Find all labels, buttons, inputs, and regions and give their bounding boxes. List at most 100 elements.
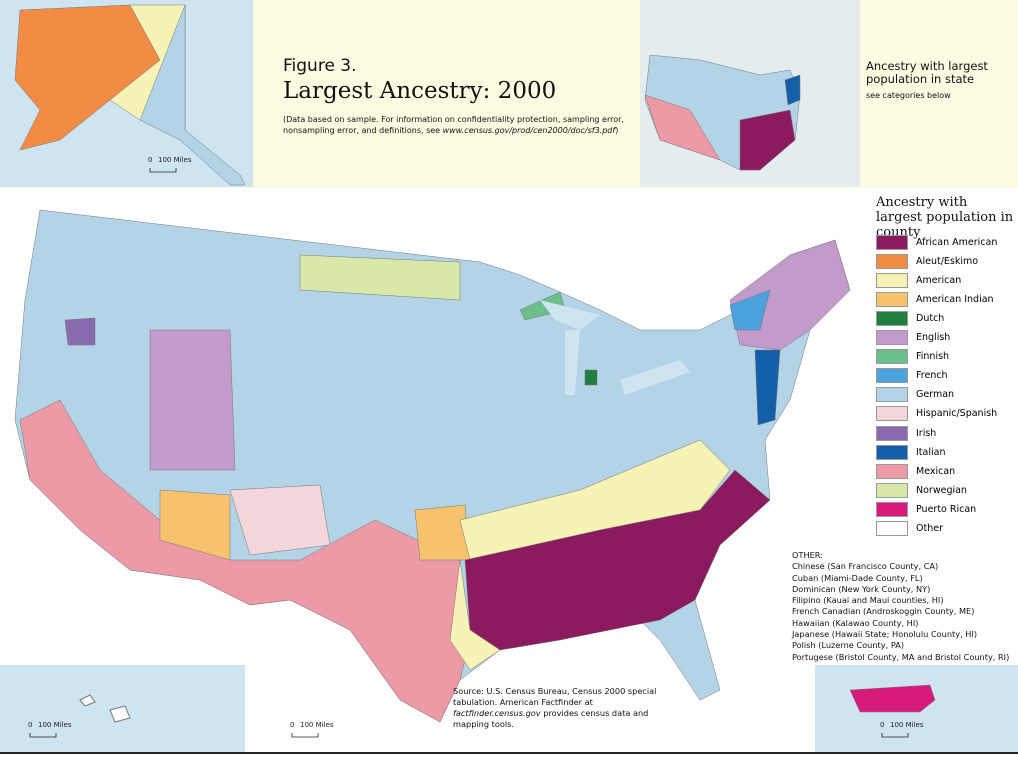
legend-swatch (876, 310, 908, 326)
other-item: Filipino (Kauai and Maui counties, HI) (792, 595, 944, 606)
legend-item: African American (876, 234, 997, 250)
other-item: French Canadian (Androskoggin County, ME… (792, 606, 975, 617)
legend-label: African American (916, 236, 998, 248)
legend-label: Hispanic/Spanish (916, 408, 998, 420)
legend-label: Italian (916, 446, 946, 458)
scale-label: 100 Miles (158, 156, 192, 164)
note-text: (Data based on sample. For information o… (283, 115, 624, 135)
legend-swatch (876, 444, 908, 460)
inset-southeast (739, 109, 796, 171)
legend-swatch (876, 521, 908, 536)
region-english (149, 329, 236, 471)
legend-item: French (876, 368, 948, 384)
scale-zero: 0 (28, 721, 33, 729)
figure-title: Largest Ancestry: 2000 (283, 78, 557, 104)
region-irish (64, 317, 96, 346)
legend-item: Aleut/Eskimo (876, 253, 978, 269)
legend-swatch (876, 425, 908, 441)
figure-note: (Data based on sample. For information o… (283, 114, 633, 136)
scale-label: 100 Miles (38, 721, 72, 729)
legend-item: Mexican (876, 463, 955, 479)
legend-label: German (916, 389, 955, 401)
lake (540, 300, 600, 330)
legend-label: Other (916, 523, 943, 534)
lake (620, 360, 690, 395)
hawaii (79, 694, 96, 707)
legend-swatch (876, 253, 908, 269)
region-italian (754, 349, 781, 426)
region-norwegian (299, 254, 461, 301)
scale-bar (881, 733, 909, 738)
other-item: Portugese (Bristol County, MA and Bristo… (792, 651, 1010, 662)
legend-label: Finnish (916, 351, 950, 363)
figure-label: Figure 3. (283, 56, 357, 76)
puerto-rico (849, 684, 936, 713)
legend-item: American Indian (876, 291, 994, 307)
legend-swatch (876, 463, 908, 479)
legend-swatch (876, 368, 908, 384)
legend-item: English (876, 330, 950, 346)
region-new-england (729, 239, 851, 351)
scale-zero: 0 (880, 721, 885, 729)
legend-swatch (876, 482, 908, 498)
scale-zero: 0 (148, 156, 153, 164)
other-item: Chinese (San Francisco County, CA) (792, 561, 939, 572)
legend-label: French (916, 370, 948, 382)
legend-label: Mexican (916, 465, 956, 477)
legend-swatch (876, 272, 908, 288)
alaska-german (139, 4, 246, 186)
source-url: factfinder.census.gov (453, 708, 541, 718)
other-list: OTHER: Chinese (San Francisco County, CA… (792, 550, 1018, 663)
scale-label: 100 Miles (890, 721, 924, 729)
legend-label: American Indian (916, 293, 994, 305)
legend-item: Other (876, 521, 943, 537)
inset-southwest (644, 94, 721, 161)
legend-swatch (876, 406, 908, 422)
other-item: Polish (Luzerne County, PA) (792, 640, 905, 651)
note-url: www.census.gov/prod/cen2000/doc/sf3.pdf (442, 126, 616, 135)
other-item: Cuban (Miami-Dade County, FL) (792, 572, 923, 583)
region-oklahoma (414, 504, 471, 561)
lake (565, 330, 580, 395)
region-texas-east (449, 559, 501, 671)
legend-item: Irish (876, 425, 936, 441)
legend-swatch (876, 387, 908, 403)
legend-title: Ancestry with largest population in coun… (876, 195, 1014, 240)
source-end: provides census data and mapping tools. (453, 708, 649, 729)
region-dutch (584, 369, 598, 386)
note-end: ) (615, 126, 619, 135)
legend-item: Hispanic/Spanish (876, 406, 997, 422)
legend-item: American (876, 272, 961, 288)
legend-item: Finnish (876, 349, 949, 365)
state-inset-subtitle: see categories below (866, 91, 951, 100)
other-item: Dominican (New York County, NY) (792, 583, 931, 594)
legend-label: Irish (916, 427, 937, 439)
legend-swatch (876, 291, 908, 307)
other-item: Hawaiian (Kalawao County, HI) (792, 617, 919, 628)
scale-bar (149, 168, 177, 173)
region-hispanic (229, 484, 331, 556)
legend-swatch (876, 501, 908, 517)
hawaii (109, 705, 131, 723)
scale-bar (291, 733, 319, 738)
legend-swatch (876, 234, 908, 250)
legend-label: American (916, 274, 962, 286)
legend-item: Dutch (876, 310, 944, 326)
region-american-indian (159, 489, 231, 561)
scale-bar (29, 733, 57, 738)
legend-label: Norwegian (916, 484, 967, 496)
source-text: Source: U.S. Census Bureau, Census 2000 … (453, 686, 657, 707)
legend-item: Italian (876, 444, 945, 460)
legend-swatch (876, 349, 908, 365)
other-items: Chinese (San Francisco County, CA) Cuban … (792, 561, 1018, 663)
legend-label: English (916, 332, 951, 343)
legend-label: Aleut/Eskimo (916, 255, 979, 267)
legend-label: Dutch (916, 312, 945, 324)
legend-item: German (876, 387, 954, 403)
source-note: Source: U.S. Census Bureau, Census 2000 … (453, 686, 663, 730)
state-inset-title: Ancestry with largest population in stat… (866, 59, 988, 86)
other-item: Japanese (Hawaii State; Honolulu County,… (792, 629, 978, 640)
other-heading: OTHER: (792, 550, 823, 560)
